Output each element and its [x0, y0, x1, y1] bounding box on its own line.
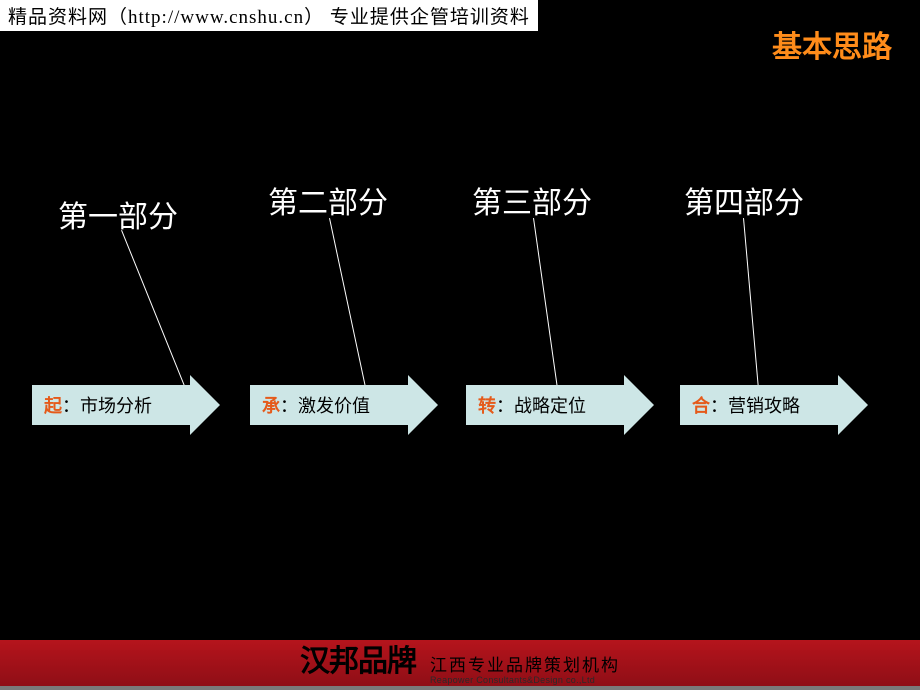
connector-line-4 [743, 218, 760, 395]
footer: 汉邦品牌 江西专业品牌策划机构 Reapower Consultants&Des… [0, 632, 920, 690]
arrow-value: 营销攻略 [728, 392, 800, 418]
arrow-head-icon [838, 375, 868, 435]
connector-line-1 [121, 230, 186, 390]
arrow-value: 战略定位 [514, 392, 586, 418]
arrow-key: 合 [692, 392, 710, 418]
process-arrow-2: 承：激发价值 [250, 375, 438, 435]
section-label-4: 第四部分 [684, 178, 804, 222]
arrow-separator: ： [710, 392, 728, 418]
section-label-3: 第三部分 [472, 178, 592, 222]
footer-content: 汉邦品牌 江西专业品牌策划机构 Reapower Consultants&Des… [0, 638, 920, 684]
arrow-key: 承 [262, 392, 280, 418]
arrow-separator: ： [496, 392, 514, 418]
arrow-body: 合：营销攻略 [680, 385, 838, 425]
process-arrow-4: 合：营销攻略 [680, 375, 868, 435]
arrow-head-icon [190, 375, 220, 435]
arrow-body: 转：战略定位 [466, 385, 624, 425]
arrow-separator: ： [62, 392, 80, 418]
section-label-2: 第二部分 [268, 178, 388, 222]
arrow-body: 承：激发价值 [250, 385, 408, 425]
connector-line-2 [329, 218, 367, 394]
footer-logo: 汉邦品牌 江西专业品牌策划机构 Reapower Consultants&Des… [300, 636, 620, 686]
connector-line-3 [533, 218, 559, 394]
footer-underline [0, 686, 920, 690]
process-arrow-3: 转：战略定位 [466, 375, 654, 435]
logo-text-cn: 汉邦品牌 [300, 636, 416, 680]
section-label-1: 第一部分 [58, 192, 178, 236]
watermark-text: 精品资料网（http://www.cnshu.cn） 专业提供企管培训资料 [0, 0, 538, 31]
arrow-value: 激发价值 [298, 392, 370, 418]
logo-subtitle-en: Reapower Consultants&Design co.,Ltd [430, 676, 620, 686]
arrow-body: 起：市场分析 [32, 385, 190, 425]
arrow-value: 市场分析 [80, 392, 152, 418]
arrow-key: 起 [44, 392, 62, 418]
page-title: 基本思路 [772, 22, 892, 66]
process-arrow-1: 起：市场分析 [32, 375, 220, 435]
arrow-separator: ： [280, 392, 298, 418]
arrow-head-icon [624, 375, 654, 435]
logo-subtitle-cn: 江西专业品牌策划机构 [430, 657, 620, 676]
arrow-key: 转 [478, 392, 496, 418]
arrow-head-icon [408, 375, 438, 435]
